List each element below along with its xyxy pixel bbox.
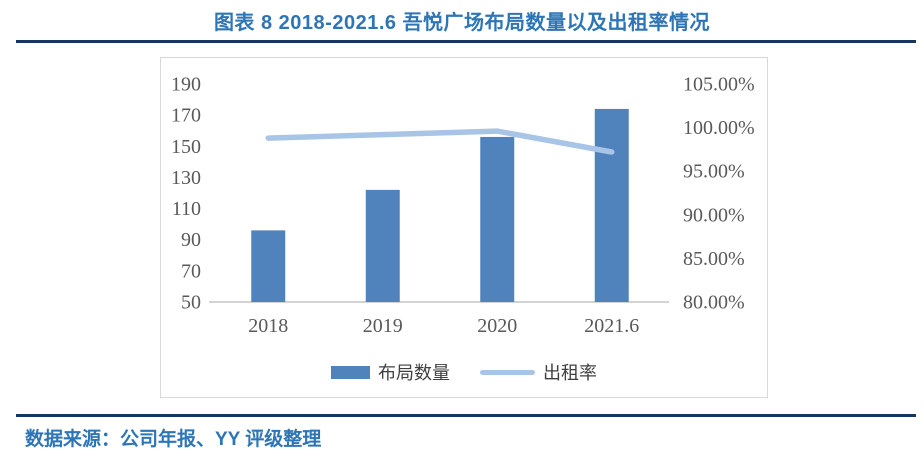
right-axis-tick-label: 100.00% [683,117,755,139]
legend-label-line-series: 出租率 [543,363,597,383]
right-axis-tick-label: 105.00% [683,74,755,96]
x-axis-label-2018: 2018 [248,315,288,337]
bar-2019 [365,189,400,302]
left-axis-tick-label: 70 [181,260,201,282]
chart-panel: 190 170 150 130 110 90 70 50 105.00% 100.00% 95.00… [160,57,768,398]
chart-canvas: 190 170 150 130 110 90 70 50 105.00% 100.00% 95.00… [171,74,755,338]
bar-2020 [480,136,515,302]
left-axis-tick-label: 130 [171,167,201,189]
legend-label-bar-series: 布局数量 [378,363,450,383]
bar-series-swatch-icon [331,365,370,379]
source-note: 数据来源：公司年报、YY 评级整理 [25,429,322,450]
left-axis-tick-label: 110 [172,198,201,220]
left-axis-tick-label: 90 [181,229,201,251]
x-axis-label-2019: 2019 [363,315,403,337]
bar-2021.6 [594,108,629,302]
x-axis-label-2020: 2020 [477,315,517,337]
legend-item-line-series: 出租率 [480,359,597,385]
legend-item-bar-series: 布局数量 [331,359,450,385]
footer-separator-rule [16,414,916,417]
left-axis-tick-label: 190 [171,74,201,96]
chart-legend: 布局数量 出租率 [161,356,767,388]
left-axis-tick-label: 150 [171,136,201,158]
left-axis-tick-label: 170 [171,105,201,127]
page-title: 图表 8 2018-2021.6 吾悦广场布局数量以及出租率情况 [213,12,711,34]
right-axis-tick-label: 85.00% [683,248,745,270]
occupancy-rate-line [265,128,615,155]
right-axis-tick-label: 90.00% [683,204,745,226]
left-axis-tick-label: 50 [181,292,201,314]
right-axis-tick-label: 95.00% [683,161,745,183]
line-series-swatch-icon [480,369,535,375]
right-axis-tick-label: 80.00% [683,292,745,314]
bar-2018 [251,230,286,302]
x-axis-label-2021.6: 2021.6 [584,315,639,337]
title-separator-rule [16,40,916,43]
